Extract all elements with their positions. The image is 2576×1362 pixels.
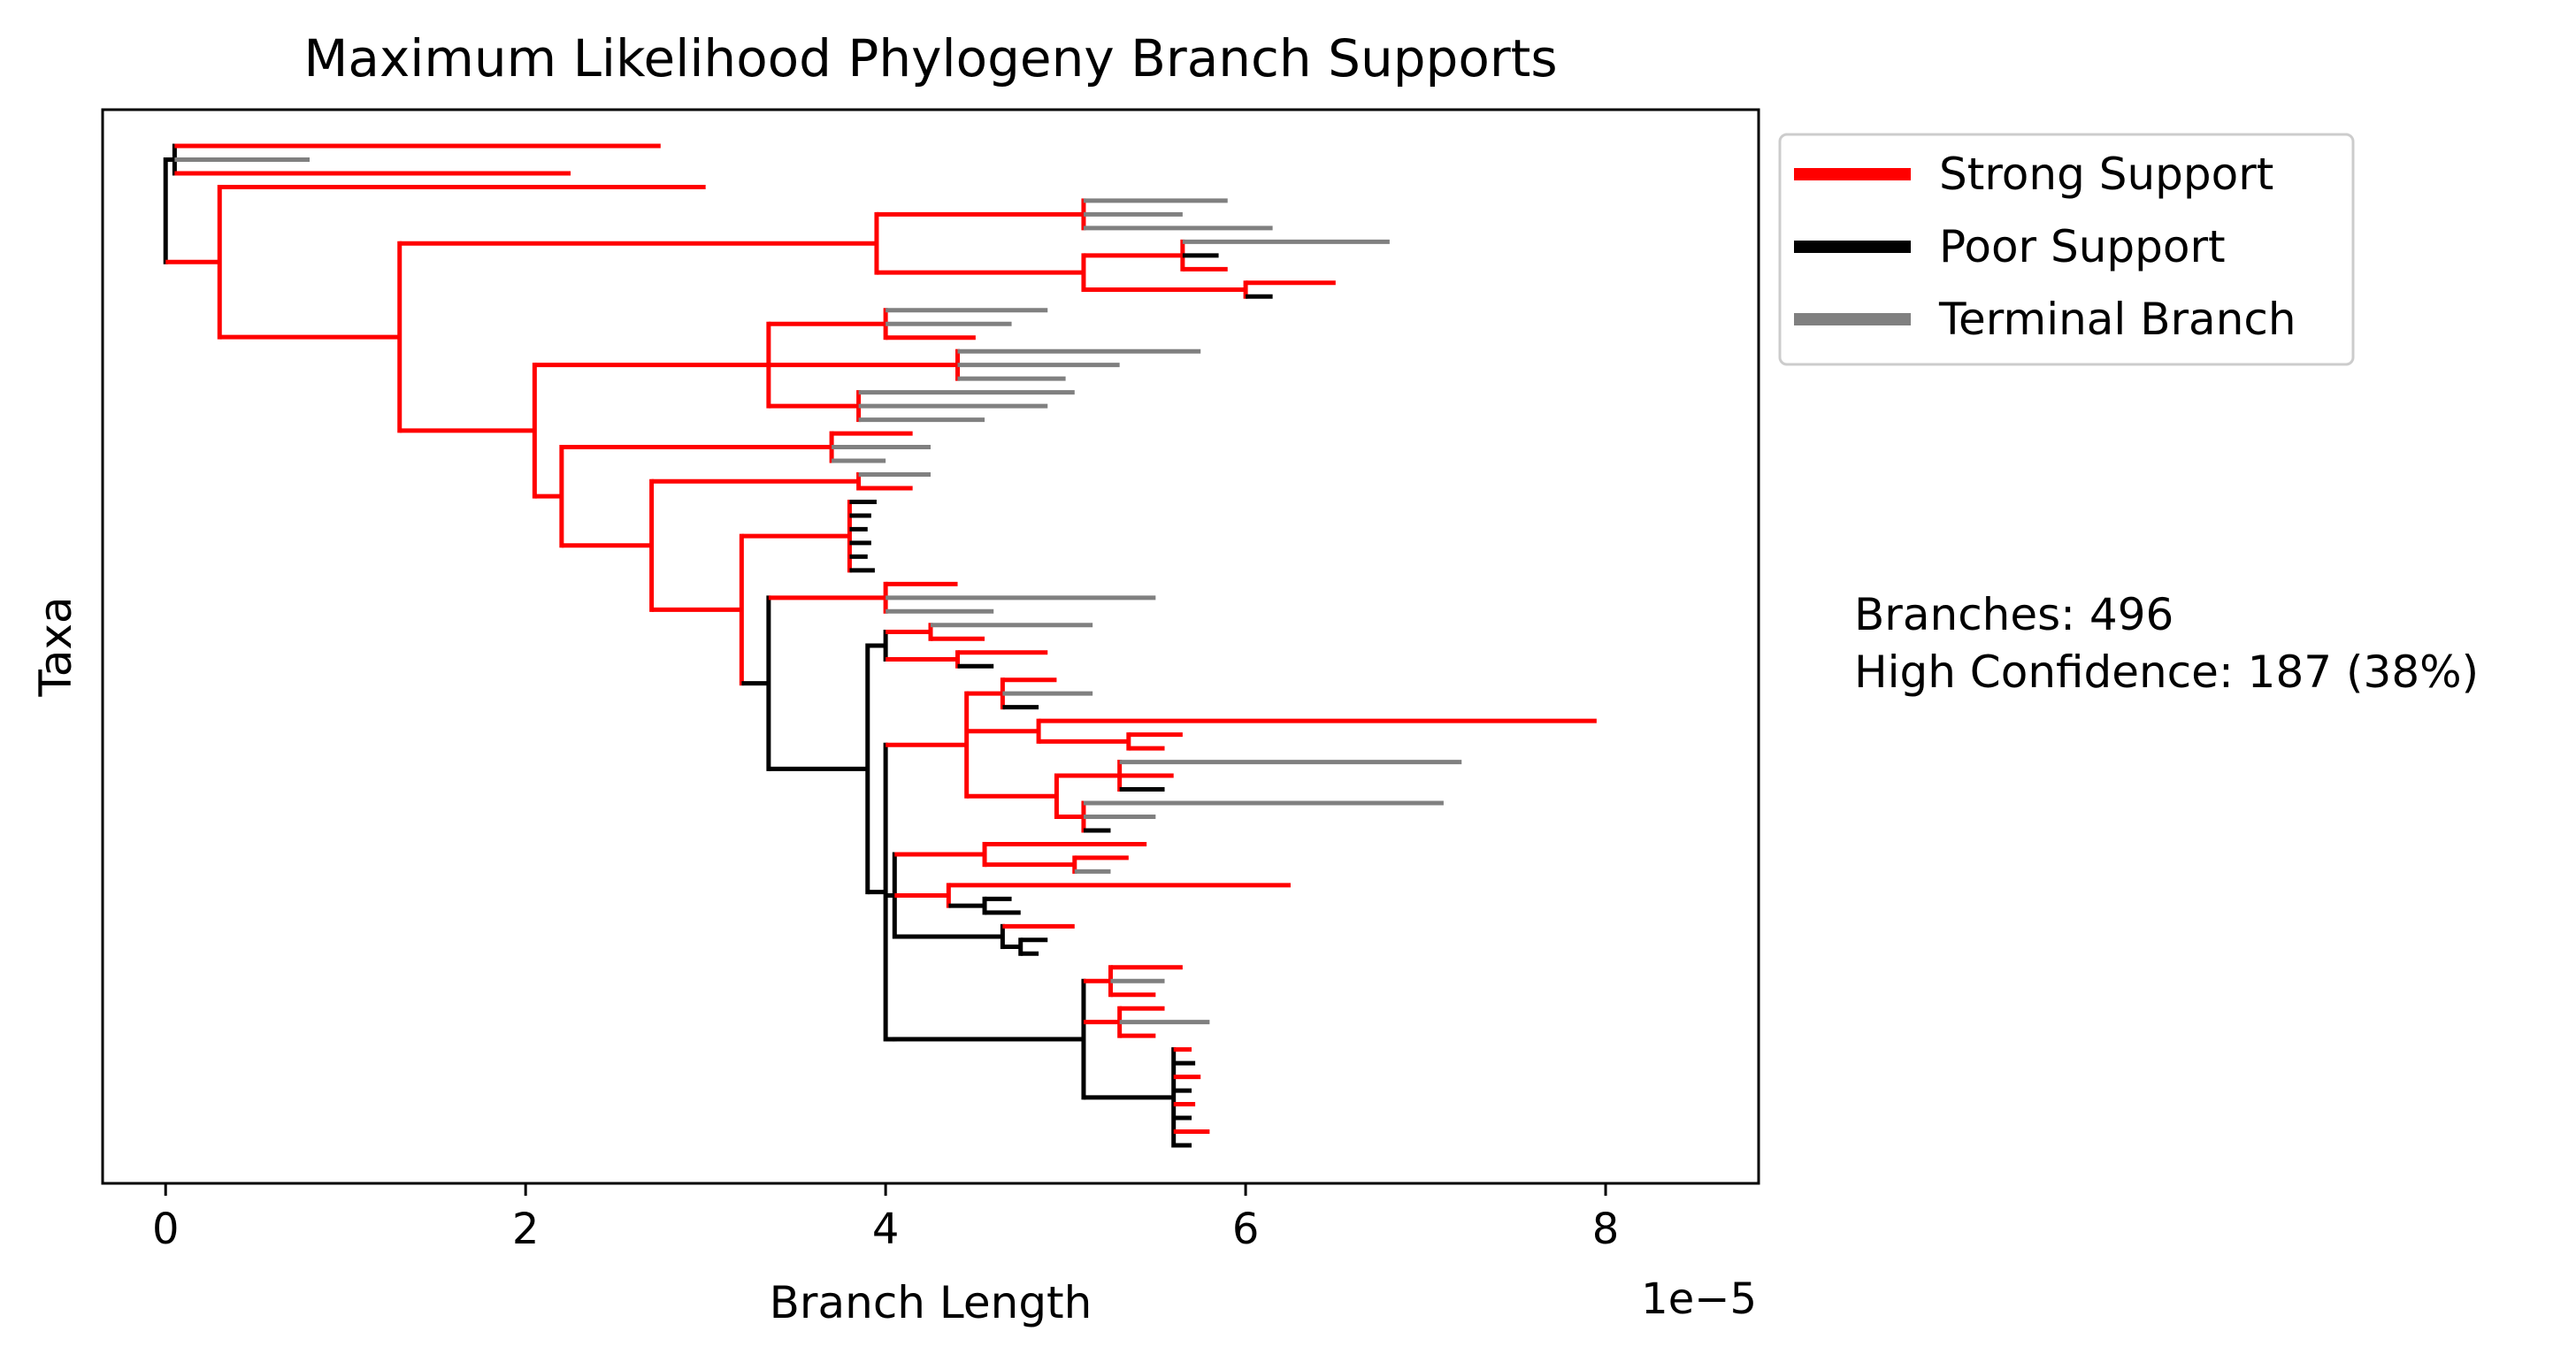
x-axis-offset-label: 1e−5 bbox=[1641, 1274, 1757, 1324]
x-tick-label: 6 bbox=[1232, 1205, 1260, 1254]
annotation-high-confidence: High Confidence: 187 (38%) bbox=[1854, 647, 2479, 698]
stats-annotation: Branches: 496 High Confidence: 187 (38%) bbox=[1854, 589, 2479, 698]
x-tick-label: 0 bbox=[152, 1205, 180, 1254]
x-tick-label: 4 bbox=[872, 1205, 900, 1254]
y-axis-label: Taxa bbox=[30, 596, 81, 697]
x-axis-label: Branch Length bbox=[770, 1277, 1092, 1328]
x-tick-label: 8 bbox=[1592, 1205, 1620, 1254]
legend-label-2: Terminal Branch bbox=[1938, 294, 2296, 345]
annotation-branches: Branches: 496 bbox=[1854, 589, 2174, 640]
legend-label-0: Strong Support bbox=[1939, 149, 2273, 200]
x-tick-label: 2 bbox=[512, 1205, 540, 1254]
chart-title: Maximum Likelihood Phylogeny Branch Supp… bbox=[303, 28, 1557, 88]
legend-label-1: Poor Support bbox=[1939, 221, 2226, 272]
legend-box bbox=[1778, 133, 2355, 366]
plot-frame bbox=[101, 108, 1760, 1185]
legend: Strong Support Poor Support Terminal Branc… bbox=[1778, 133, 2355, 366]
x-axis-ticks: 0 2 4 6 8 bbox=[152, 1183, 1619, 1254]
tree-branches bbox=[163, 143, 1597, 1148]
